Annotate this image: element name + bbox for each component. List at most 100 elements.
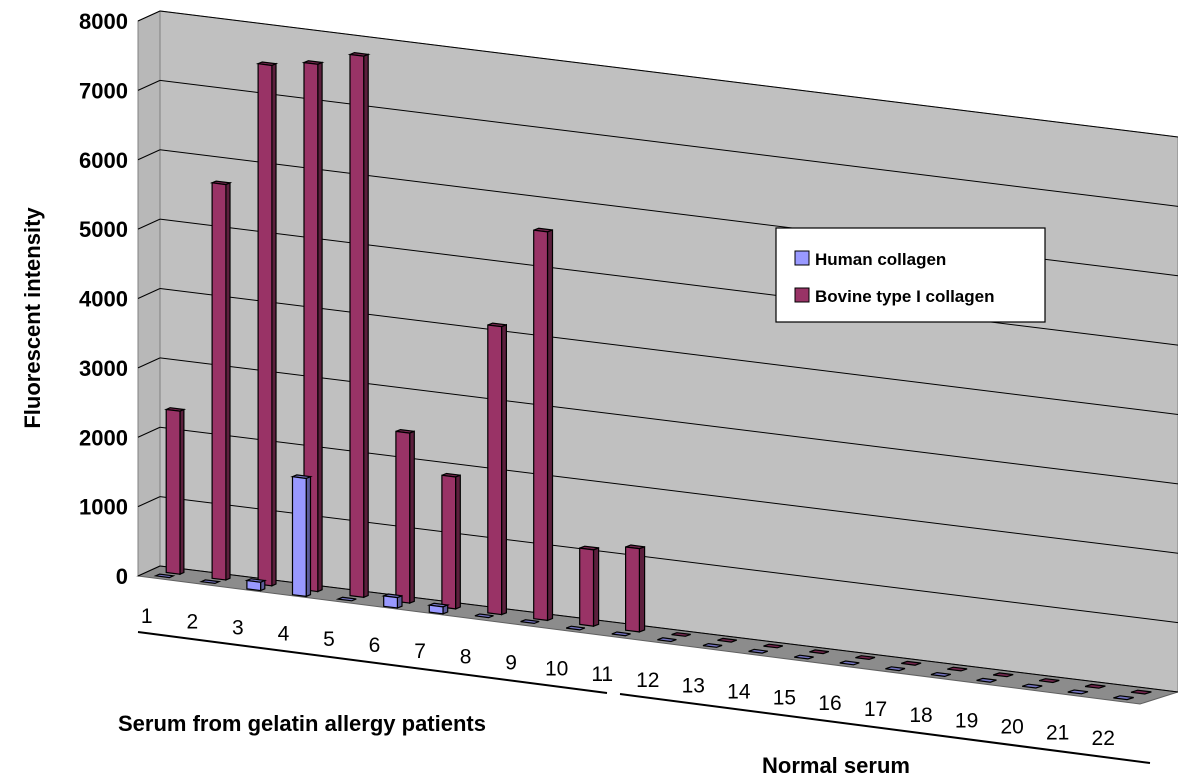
x-tick-label: 20 — [1000, 715, 1023, 738]
bar-front — [165, 408, 181, 575]
bar-bovine-8 — [487, 322, 507, 616]
bar-side — [501, 323, 507, 616]
y-tick-label: 0 — [116, 564, 128, 589]
group-bracket-normal — [619, 693, 1151, 764]
gridline-side — [137, 288, 161, 299]
legend-swatch-human-collagen — [794, 250, 810, 266]
y-tick-label: 2000 — [79, 425, 128, 450]
bar-human-3 — [244, 578, 268, 592]
bar-front — [441, 474, 457, 610]
bars — [153, 51, 1152, 701]
bar-human-21 — [1067, 689, 1089, 695]
x-tick-label: 22 — [1092, 727, 1115, 750]
bar-top — [839, 660, 860, 666]
x-tick-label: 10 — [545, 657, 568, 680]
bar-top — [763, 643, 783, 649]
bar-bovine-9 — [533, 227, 554, 622]
bar-bovine-15 — [809, 649, 830, 655]
gridline-side — [137, 218, 161, 230]
gridlines — [137, 10, 1178, 693]
x-tick-label: 1 — [141, 605, 153, 628]
bar-side — [409, 430, 415, 604]
bar-top — [809, 649, 830, 655]
x-tick-label: 18 — [909, 704, 932, 727]
gridline-side — [137, 357, 161, 369]
bar-top — [885, 666, 906, 672]
chart-walls — [136, 10, 1178, 705]
y-tick-label: 5000 — [79, 217, 128, 242]
bar-front — [291, 476, 307, 598]
gridline-side — [137, 496, 161, 508]
bar-top — [993, 672, 1014, 678]
bar-human-4 — [290, 474, 313, 598]
bar-front — [579, 547, 595, 627]
bar-bovine-17 — [901, 660, 922, 666]
gridline-side — [137, 10, 161, 22]
gridline — [159, 426, 1178, 554]
x-tick-label: 13 — [682, 675, 705, 698]
x-tick-label: 15 — [773, 686, 796, 709]
gridline — [159, 10, 1178, 138]
x-tick-label: 4 — [278, 622, 290, 645]
legend: Human collagen Bovine type I collagen — [775, 227, 1046, 323]
bar-top — [947, 666, 968, 672]
bar-bovine-22 — [1130, 689, 1152, 695]
bar-front — [349, 53, 365, 598]
bar-human-12 — [657, 637, 677, 643]
x-tick-label: 6 — [369, 634, 381, 657]
bar-front — [383, 595, 398, 609]
bar-bovine-19 — [993, 672, 1014, 678]
bar-human-13 — [702, 642, 723, 648]
bar-top — [1038, 678, 1060, 684]
bar-top — [199, 579, 222, 585]
x-tick-label: 8 — [460, 646, 472, 669]
bar-front — [246, 579, 262, 592]
bar-top — [702, 642, 723, 648]
bar-human-5 — [335, 596, 357, 602]
x-tick-label: 9 — [505, 651, 517, 674]
bar-bovine-7 — [441, 472, 461, 610]
bar-bovine-1 — [164, 407, 187, 576]
bar-top — [1084, 683, 1106, 689]
bar-side — [546, 229, 554, 622]
bar-side — [455, 474, 461, 610]
bar-human-20 — [1022, 683, 1043, 689]
y-tick-label: 1000 — [79, 495, 128, 520]
bar-bovine-20 — [1038, 678, 1060, 684]
bar-human-8 — [474, 613, 494, 619]
bar-top — [1130, 689, 1152, 695]
gridline — [159, 357, 1178, 485]
bar-bovine-14 — [763, 643, 783, 649]
x-tick-label: 21 — [1046, 721, 1069, 744]
bar-bovine-12 — [671, 632, 691, 637]
bar-human-14 — [748, 648, 768, 654]
x-tick-label: 16 — [818, 692, 841, 715]
bar-bovine-11 — [624, 544, 646, 633]
bar-top — [930, 671, 951, 678]
bar-human-11 — [611, 631, 631, 637]
bar-side — [271, 62, 277, 587]
y-tick-label: 3000 — [79, 356, 128, 381]
bar-human-7 — [426, 602, 451, 615]
bar-front — [428, 604, 444, 615]
bar-top — [671, 632, 691, 637]
gridline — [159, 565, 1178, 693]
legend-box — [775, 227, 1046, 323]
bar-top — [1067, 689, 1089, 695]
gridline-side — [137, 79, 161, 91]
bar-front — [257, 63, 273, 587]
gridline — [159, 79, 1178, 207]
bar-front — [533, 229, 549, 622]
bar-human-17 — [885, 666, 906, 672]
bar-side — [396, 594, 403, 609]
y-tick-label: 8000 — [79, 9, 128, 34]
bar-top — [717, 637, 738, 643]
bar-human-6 — [381, 593, 403, 609]
bar-bovine-21 — [1084, 683, 1106, 689]
group-bracket-patients — [137, 631, 608, 694]
y-axis-ticks: 0 1000 2000 3000 4000 5000 6000 7000 8000 — [79, 9, 128, 589]
bar-top — [474, 613, 494, 619]
x-tick-label: 11 — [591, 663, 613, 686]
